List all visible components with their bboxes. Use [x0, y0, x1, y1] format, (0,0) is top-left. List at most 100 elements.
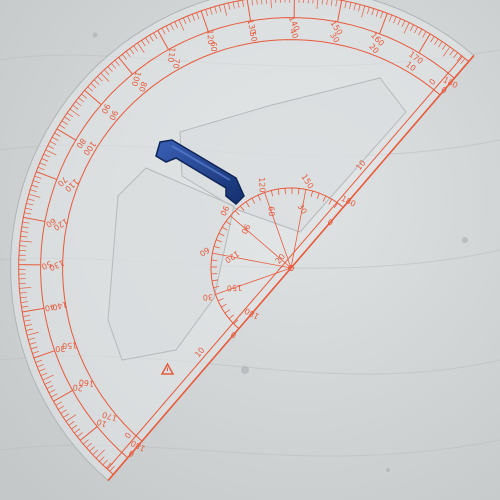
outer-scale-tick: [153, 32, 158, 39]
outer-scale-tick: [26, 203, 34, 206]
outer-scale-tick: [187, 15, 191, 23]
outer-scale-tick: [112, 457, 129, 475]
inner-scale-tick: [224, 309, 231, 314]
outer-scale-tick: [110, 63, 117, 69]
outer-scale-inner-label: 70: [171, 58, 181, 69]
outer-scale-tick: [403, 22, 410, 34]
outer-scale-tick: [337, 0, 343, 23]
outer-scale-tick: [97, 76, 103, 82]
outer-scale-tick: [401, 20, 406, 28]
outer-scale-inner-label: 80: [137, 80, 149, 92]
inner-scale-inner-label: 0: [326, 217, 335, 227]
outer-scale-tick: [349, 2, 352, 10]
inner-scale-tick: [310, 190, 314, 197]
outer-scale-tick: [24, 324, 32, 327]
outer-scale-tick: [86, 442, 92, 449]
outer-scale-tick: [37, 166, 45, 171]
outer-scale-tick: [22, 307, 44, 313]
outer-scale-tick: [422, 31, 427, 38]
inner-scale-tick: [245, 201, 250, 208]
outer-scale-tick: [223, 3, 228, 16]
outer-scale-tick: [61, 120, 68, 125]
outer-scale-tick: [205, 9, 209, 17]
outer-scale-tick: [82, 439, 89, 445]
inner-scale-tick: [251, 198, 256, 204]
outer-scale-tick: [358, 4, 361, 12]
outer-scale-tick: [353, 3, 356, 11]
outer-scale-label: 0: [127, 448, 136, 458]
outer-scale-tick: [137, 42, 145, 54]
outer-scale-tick: [36, 171, 57, 180]
outer-scale-tick: [256, 0, 258, 5]
outer-scale-tick: [26, 331, 39, 336]
wood-knots: [92, 32, 468, 472]
outer-scale-tick: [170, 23, 174, 31]
outer-scale-inner-label: 60: [209, 41, 219, 52]
outer-scale-tick: [196, 12, 200, 20]
outer-scale-tick: [43, 153, 51, 158]
outer-scale-tick: [165, 25, 170, 33]
outer-scale-tick: [174, 21, 178, 29]
outer-scale-tick: [107, 66, 113, 72]
outer-scale-tick: [442, 46, 451, 57]
outer-scale-inner-label: 140: [51, 300, 68, 312]
outer-scale-tick: [449, 49, 455, 56]
outer-scale-tick: [242, 0, 244, 7]
outer-scale-tick: [79, 426, 98, 441]
outer-scale-tick: [76, 432, 83, 438]
outer-scale-tick: [25, 328, 33, 331]
outer-scale-label: 130: [246, 18, 258, 35]
outer-scale-tick: [261, 0, 263, 5]
outer-scale-tick: [32, 350, 40, 354]
outer-scale-label: 50: [40, 259, 53, 271]
outer-scale-inner-label: 40: [288, 27, 300, 40]
inner-scale-tick: [297, 188, 300, 195]
outer-scale-tick: [388, 14, 393, 22]
outer-scale-tick: [55, 401, 62, 406]
inner-scale-tick: [328, 199, 333, 205]
outer-scale-tick: [68, 421, 75, 426]
outer-scale-tick: [39, 162, 47, 166]
outer-scale-tick: [453, 61, 470, 79]
outer-scale-tick: [54, 132, 61, 137]
outer-scale-tick: [129, 48, 135, 55]
outer-scale-tick: [87, 86, 94, 92]
inner-scale-inner-label: 150: [227, 283, 243, 293]
inner-scale-label: 120: [257, 177, 267, 193]
inner-radial-line: [268, 205, 292, 269]
outer-scale-label: 30: [55, 344, 66, 354]
inner-scale-tick: [238, 317, 249, 329]
inner-scale-tick: [257, 194, 261, 201]
inner-scale-tick: [270, 190, 274, 197]
protractor: 1801701601501401301201101009080706050403…: [10, 0, 475, 482]
inner-scale-tick: [240, 205, 245, 211]
outer-scale-tick: [375, 9, 379, 17]
outer-scale-label: 110: [166, 47, 177, 63]
outer-scale-label: 100: [130, 70, 143, 87]
outer-scale-tick: [109, 465, 115, 472]
outer-scale-tick: [19, 287, 32, 289]
outer-scale-tick: [418, 33, 431, 53]
outer-scale-tick: [44, 381, 52, 385]
outer-scale-tick: [29, 342, 37, 345]
outer-scale-tick: [31, 184, 39, 188]
edge-scale-label: 0: [427, 77, 437, 87]
outer-scale-tick: [40, 372, 48, 377]
inner-scale-tick: [221, 303, 227, 308]
inner-scale-inner-label: 90: [239, 222, 252, 235]
outer-scale-tick: [178, 19, 185, 31]
outer-scale-tick: [41, 158, 49, 162]
inner-scale-label: 30: [203, 292, 214, 302]
outer-scale-tick: [265, 0, 267, 4]
outer-scale-tick: [95, 449, 105, 459]
outer-scale-tick: [200, 10, 209, 32]
outer-scale-tick: [28, 193, 41, 198]
inner-scale-label: 0: [229, 330, 238, 340]
inner-radial-line: [228, 267, 292, 291]
outer-scale-tick: [361, 5, 366, 18]
inner-scale-tick: [211, 279, 219, 282]
outer-scale-tick: [157, 30, 169, 50]
outer-scale-tick: [430, 36, 435, 43]
inner-scale-tick: [228, 314, 234, 319]
outer-scale-tick: [90, 82, 97, 89]
